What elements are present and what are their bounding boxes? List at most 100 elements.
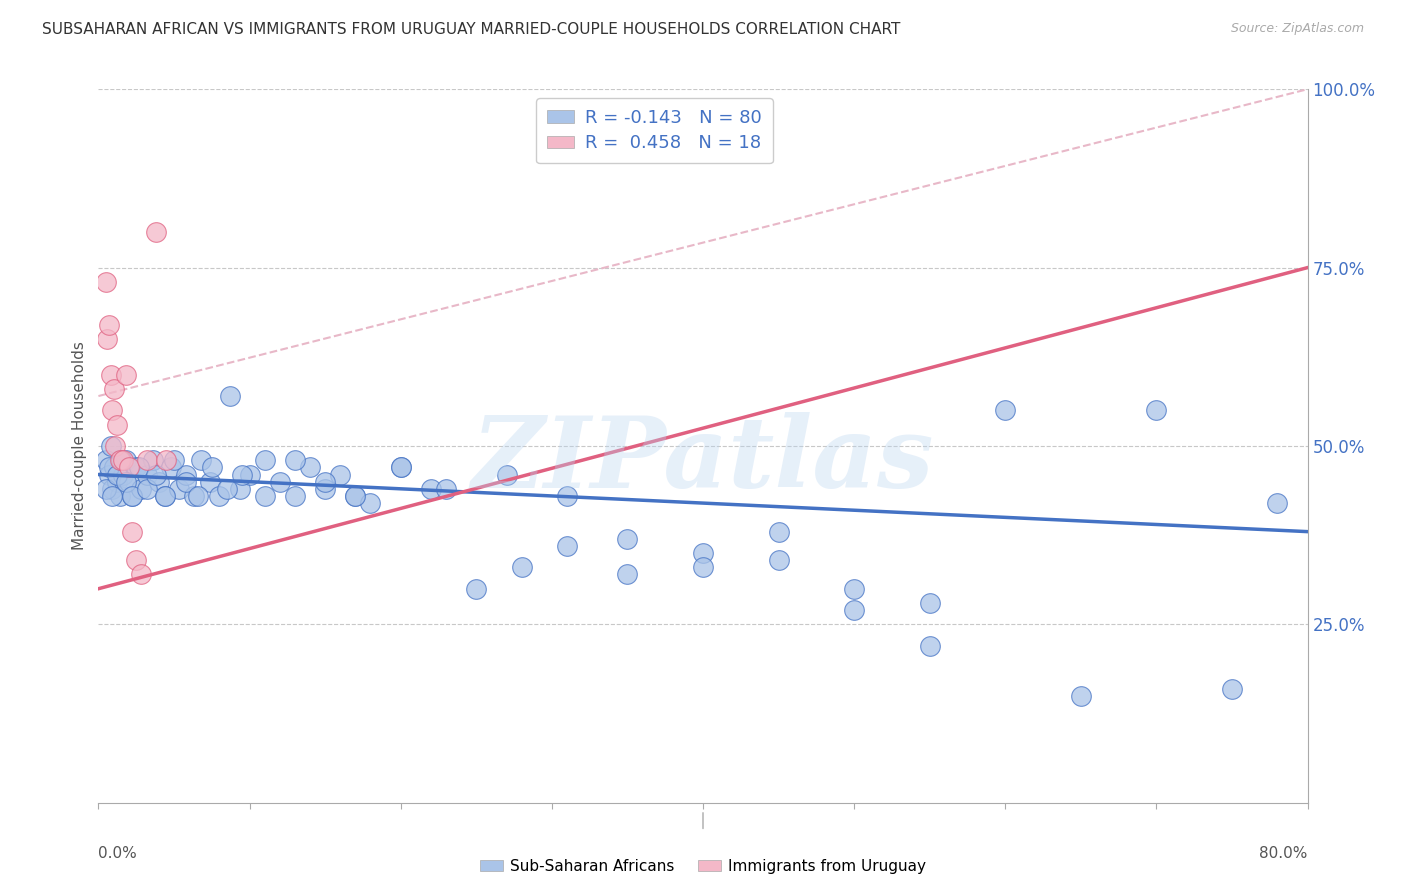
Point — [148, 475, 170, 489]
Point — [135, 453, 157, 467]
Point — [128, 460, 150, 475]
Legend: R = -0.143   N = 80, R =  0.458   N = 18: R = -0.143 N = 80, R = 0.458 N = 18 — [537, 98, 773, 163]
Point — [314, 482, 336, 496]
Point — [111, 467, 134, 482]
Point — [768, 524, 790, 539]
Point — [344, 489, 367, 503]
Point — [101, 489, 124, 503]
Point — [1144, 403, 1167, 417]
Point — [616, 532, 638, 546]
Point — [114, 475, 136, 489]
Point — [229, 482, 252, 496]
Point — [434, 482, 457, 496]
Point — [98, 460, 121, 475]
Point — [155, 453, 177, 467]
Point — [208, 489, 231, 503]
Point — [219, 389, 242, 403]
Point — [135, 482, 157, 496]
Point — [768, 553, 790, 567]
Text: Source: ZipAtlas.com: Source: ZipAtlas.com — [1230, 22, 1364, 36]
Point — [153, 489, 176, 503]
Point — [1267, 496, 1289, 510]
Point — [239, 467, 262, 482]
Point — [692, 546, 714, 560]
Point — [153, 489, 176, 503]
Point — [200, 475, 222, 489]
Point — [269, 475, 291, 489]
Point — [160, 460, 183, 475]
Point — [98, 467, 121, 482]
Point — [105, 417, 128, 432]
Point — [145, 467, 167, 482]
Point — [142, 453, 165, 467]
Point — [108, 453, 131, 467]
Point — [105, 467, 128, 482]
Point — [329, 467, 352, 482]
Point — [174, 467, 197, 482]
Point — [187, 489, 209, 503]
Y-axis label: Married-couple Households: Married-couple Households — [72, 342, 87, 550]
Point — [104, 439, 127, 453]
Point — [420, 482, 443, 496]
Point — [121, 524, 143, 539]
Point — [284, 453, 307, 467]
Point — [495, 467, 517, 482]
Text: 0.0%: 0.0% — [98, 846, 138, 861]
Point — [844, 582, 866, 596]
Point — [163, 453, 186, 467]
Point — [98, 318, 121, 332]
Point — [103, 460, 125, 475]
Point — [129, 482, 152, 496]
Point — [103, 382, 125, 396]
Point — [616, 567, 638, 582]
Point — [101, 482, 124, 496]
Point — [1220, 681, 1243, 696]
Point — [100, 368, 122, 382]
Point — [253, 489, 276, 503]
Point — [174, 475, 197, 489]
Point — [918, 596, 941, 610]
Point — [101, 403, 124, 417]
Point — [135, 467, 157, 482]
Text: 80.0%: 80.0% — [1260, 846, 1308, 861]
Point — [125, 460, 148, 475]
Point — [121, 489, 143, 503]
Point — [994, 403, 1017, 417]
Point — [121, 489, 143, 503]
Point — [110, 453, 132, 467]
Point — [190, 453, 212, 467]
Point — [118, 460, 141, 475]
Point — [96, 332, 118, 346]
Point — [360, 496, 382, 510]
Point — [167, 482, 190, 496]
Point — [215, 482, 238, 496]
Point — [389, 460, 412, 475]
Point — [129, 567, 152, 582]
Point — [125, 553, 148, 567]
Point — [145, 225, 167, 239]
Point — [344, 489, 367, 503]
Point — [284, 489, 307, 503]
Point — [94, 482, 117, 496]
Legend: Sub-Saharan Africans, Immigrants from Uruguay: Sub-Saharan Africans, Immigrants from Ur… — [474, 853, 932, 880]
Point — [201, 460, 224, 475]
Point — [100, 439, 122, 453]
Point — [231, 467, 253, 482]
Point — [389, 460, 412, 475]
Point — [94, 453, 117, 467]
Point — [108, 489, 131, 503]
Point — [844, 603, 866, 617]
Point — [918, 639, 941, 653]
Point — [555, 489, 578, 503]
Point — [118, 475, 141, 489]
Point — [114, 453, 136, 467]
Text: SUBSAHARAN AFRICAN VS IMMIGRANTS FROM URUGUAY MARRIED-COUPLE HOUSEHOLDS CORRELAT: SUBSAHARAN AFRICAN VS IMMIGRANTS FROM UR… — [42, 22, 901, 37]
Point — [183, 489, 205, 503]
Point — [299, 460, 322, 475]
Point — [314, 475, 336, 489]
Point — [555, 539, 578, 553]
Point — [1070, 689, 1092, 703]
Point — [111, 453, 134, 467]
Text: ZIPatlas: ZIPatlas — [472, 412, 934, 508]
Point — [253, 453, 276, 467]
